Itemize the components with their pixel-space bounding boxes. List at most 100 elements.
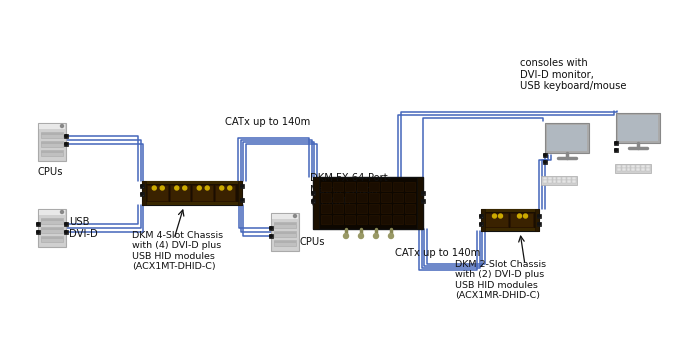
Bar <box>192 185 213 201</box>
Bar <box>357 204 367 213</box>
Bar <box>41 133 63 135</box>
Bar <box>64 142 68 146</box>
Circle shape <box>270 235 272 237</box>
Bar <box>64 230 68 234</box>
Bar <box>357 182 367 191</box>
Bar <box>405 204 415 213</box>
Bar <box>321 204 331 213</box>
Circle shape <box>205 186 209 190</box>
Bar <box>646 165 649 168</box>
Bar <box>41 151 63 153</box>
Text: DKM FX 64-Port-
Matrix Switch
(ACX64): DKM FX 64-Port- Matrix Switch (ACX64) <box>310 173 391 206</box>
Bar <box>36 222 40 226</box>
Bar <box>558 177 561 180</box>
Circle shape <box>61 125 63 127</box>
Bar <box>481 209 485 231</box>
Circle shape <box>197 186 201 190</box>
Bar <box>618 115 658 141</box>
Bar <box>637 165 640 168</box>
Bar <box>41 132 63 138</box>
Bar <box>313 177 319 229</box>
Bar <box>481 228 539 231</box>
Bar <box>142 181 146 205</box>
Bar <box>38 123 66 161</box>
Bar <box>641 168 645 171</box>
Text: CPUs: CPUs <box>38 167 63 177</box>
Bar <box>345 215 355 224</box>
Bar <box>479 214 483 218</box>
Bar <box>38 209 66 247</box>
Circle shape <box>141 185 143 187</box>
Circle shape <box>312 192 315 194</box>
Circle shape <box>65 135 68 137</box>
Text: DKM 2-Slot Chassis
with (2) DVI-D plus
USB HID modules
(ACX1MR-DHID-C): DKM 2-Slot Chassis with (2) DVI-D plus U… <box>455 260 546 300</box>
Text: CATx up to 140m: CATx up to 140m <box>396 248 481 258</box>
Bar <box>333 182 343 191</box>
Bar <box>417 177 423 229</box>
Bar <box>572 177 576 180</box>
Bar <box>41 218 63 224</box>
Bar <box>541 175 577 184</box>
Bar <box>142 181 242 205</box>
Bar <box>357 215 367 224</box>
Bar <box>169 185 190 201</box>
Bar <box>271 213 299 251</box>
Circle shape <box>524 214 527 218</box>
Bar <box>140 184 144 188</box>
Circle shape <box>493 214 497 218</box>
Circle shape <box>227 186 232 190</box>
Bar <box>614 141 618 145</box>
Bar <box>39 124 65 129</box>
Bar <box>481 209 539 231</box>
Bar <box>36 230 40 234</box>
Bar <box>543 153 547 157</box>
Circle shape <box>220 186 223 190</box>
Circle shape <box>358 233 364 238</box>
Circle shape <box>480 223 482 225</box>
Bar <box>631 165 635 168</box>
Circle shape <box>615 149 617 151</box>
Bar <box>274 241 296 243</box>
Text: USB: USB <box>69 217 90 227</box>
Bar <box>405 193 415 202</box>
Circle shape <box>270 227 272 229</box>
Bar <box>548 177 551 180</box>
Bar <box>393 182 403 191</box>
Bar <box>637 168 640 171</box>
Bar <box>321 193 331 202</box>
Bar <box>41 236 63 242</box>
Circle shape <box>389 233 394 238</box>
Bar <box>572 180 576 183</box>
Circle shape <box>544 154 546 156</box>
Bar <box>274 240 296 246</box>
Circle shape <box>36 231 39 233</box>
Bar <box>537 214 541 218</box>
Bar <box>64 222 68 226</box>
Circle shape <box>241 199 243 201</box>
Bar <box>345 204 355 213</box>
Bar <box>381 193 391 202</box>
Circle shape <box>65 223 68 225</box>
Bar <box>269 234 273 238</box>
Bar <box>369 193 379 202</box>
Bar <box>333 204 343 213</box>
Text: CATx up to 140m: CATx up to 140m <box>225 117 310 127</box>
Bar <box>405 215 415 224</box>
Circle shape <box>518 214 522 218</box>
Circle shape <box>175 186 179 190</box>
Bar <box>274 232 296 234</box>
Bar <box>64 134 68 138</box>
Bar <box>333 193 343 202</box>
Circle shape <box>422 192 424 194</box>
Bar <box>558 180 561 183</box>
Bar <box>617 168 621 171</box>
Bar <box>381 204 391 213</box>
Bar <box>333 215 343 224</box>
Bar <box>142 202 242 205</box>
Text: DKM 4-Slot Chassis
with (4) DVI-D plus
USB HID modules
(ACX1MT-DHID-C): DKM 4-Slot Chassis with (4) DVI-D plus U… <box>132 231 223 271</box>
Circle shape <box>373 233 379 238</box>
Circle shape <box>65 231 68 233</box>
Bar <box>381 215 391 224</box>
Circle shape <box>36 223 39 225</box>
Circle shape <box>344 233 348 238</box>
